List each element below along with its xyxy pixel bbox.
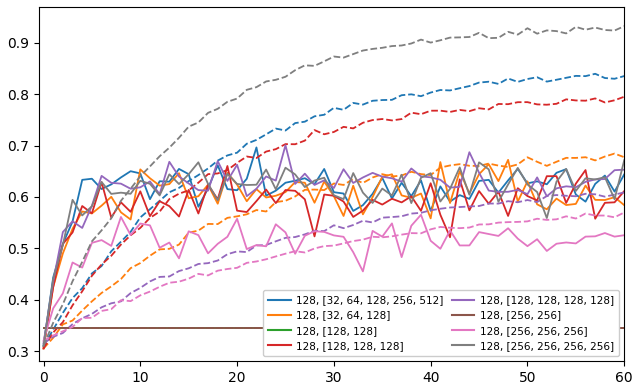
Line: 128, [128, 128, 128, 128]: 128, [128, 128, 128, 128] (44, 145, 624, 343)
128, [32, 64, 128] (40, 346, 47, 351)
128, [128, 128, 128] (156, 199, 163, 203)
Line: 128, [32, 64, 128, 256, 512]: 128, [32, 64, 128, 256, 512] (44, 147, 624, 346)
128, [256, 256] (543, 326, 550, 330)
128, [128, 128, 128, 128] (156, 192, 163, 196)
128, [256, 256, 256, 256] (175, 181, 183, 186)
128, [128, 128, 128] (620, 189, 628, 194)
Line: 128, [32, 64, 128]: 128, [32, 64, 128] (44, 160, 624, 348)
128, [32, 64, 128, 256, 512] (40, 343, 47, 348)
128, [32, 64, 128] (388, 172, 396, 177)
128, [128, 128, 128] (359, 208, 367, 213)
128, [128, 128, 128, 128] (40, 341, 47, 346)
128, [32, 64, 128, 256, 512] (243, 176, 251, 181)
128, [32, 64, 128, 256, 512] (253, 145, 260, 150)
128, [256, 256, 256, 256] (40, 343, 47, 348)
128, [128, 128] (243, 326, 251, 330)
128, [32, 64, 128] (620, 203, 628, 207)
128, [128, 128] (543, 326, 550, 330)
128, [256, 256] (40, 326, 47, 330)
128, [256, 256, 256] (40, 338, 47, 343)
128, [256, 256, 256, 256] (243, 183, 251, 187)
128, [256, 256, 256] (417, 212, 425, 217)
128, [128, 128] (388, 326, 396, 330)
128, [128, 128, 128, 128] (282, 143, 289, 148)
128, [32, 64, 128] (349, 183, 357, 188)
128, [256, 256] (175, 326, 183, 330)
128, [256, 256, 256, 256] (388, 193, 396, 198)
128, [256, 256, 256, 256] (349, 171, 357, 175)
128, [32, 64, 128] (156, 183, 163, 188)
128, [256, 256, 256] (175, 256, 183, 261)
128, [32, 64, 128] (243, 199, 251, 203)
128, [256, 256, 256] (388, 221, 396, 226)
128, [128, 128, 128] (553, 174, 561, 178)
128, [32, 64, 128] (175, 171, 183, 176)
128, [256, 256] (243, 326, 251, 330)
128, [128, 128] (620, 326, 628, 330)
128, [128, 128, 128, 128] (620, 167, 628, 172)
128, [128, 128, 128] (40, 346, 47, 351)
128, [128, 128, 128, 128] (553, 186, 561, 191)
128, [128, 128, 128, 128] (398, 179, 406, 184)
128, [128, 128, 128] (223, 163, 231, 168)
128, [128, 128, 128] (175, 214, 183, 219)
128, [128, 128, 128] (398, 200, 406, 205)
128, [32, 64, 128, 256, 512] (398, 180, 406, 185)
128, [32, 64, 128] (553, 196, 561, 201)
128, [256, 256] (620, 326, 628, 330)
128, [256, 256, 256, 256] (620, 158, 628, 163)
128, [256, 256] (349, 326, 357, 330)
128, [32, 64, 128, 256, 512] (359, 203, 367, 207)
128, [256, 256] (156, 326, 163, 330)
128, [128, 128] (40, 326, 47, 330)
Legend: 128, [32, 64, 128, 256, 512], 128, [32, 64, 128], 128, [128, 128], 128, [128, 12: 128, [32, 64, 128, 256, 512], 128, [32, … (262, 290, 619, 356)
128, [128, 128, 128] (253, 199, 260, 203)
Line: 128, [256, 256, 256]: 128, [256, 256, 256] (44, 215, 624, 341)
128, [128, 128] (156, 326, 163, 330)
128, [256, 256, 256] (349, 250, 357, 254)
128, [128, 128, 128, 128] (175, 174, 183, 179)
128, [32, 64, 128] (504, 158, 512, 162)
128, [128, 128] (175, 326, 183, 330)
128, [256, 256, 256] (620, 233, 628, 238)
128, [32, 64, 128, 256, 512] (175, 167, 183, 171)
128, [128, 128, 128, 128] (243, 194, 251, 199)
128, [32, 64, 128, 256, 512] (553, 171, 561, 175)
Line: 128, [128, 128, 128]: 128, [128, 128, 128] (44, 166, 624, 348)
Line: 128, [256, 256, 256, 256]: 128, [256, 256, 256, 256] (44, 160, 624, 346)
128, [256, 256, 256] (553, 241, 561, 246)
128, [32, 64, 128, 256, 512] (156, 179, 163, 183)
128, [128, 128, 128, 128] (359, 175, 367, 180)
128, [256, 256, 256, 256] (543, 216, 550, 220)
128, [128, 128] (349, 326, 357, 330)
128, [32, 64, 128, 256, 512] (620, 172, 628, 177)
128, [256, 256, 256, 256] (156, 193, 163, 198)
128, [256, 256, 256] (243, 247, 251, 251)
128, [256, 256] (388, 326, 396, 330)
128, [256, 256, 256] (156, 245, 163, 250)
